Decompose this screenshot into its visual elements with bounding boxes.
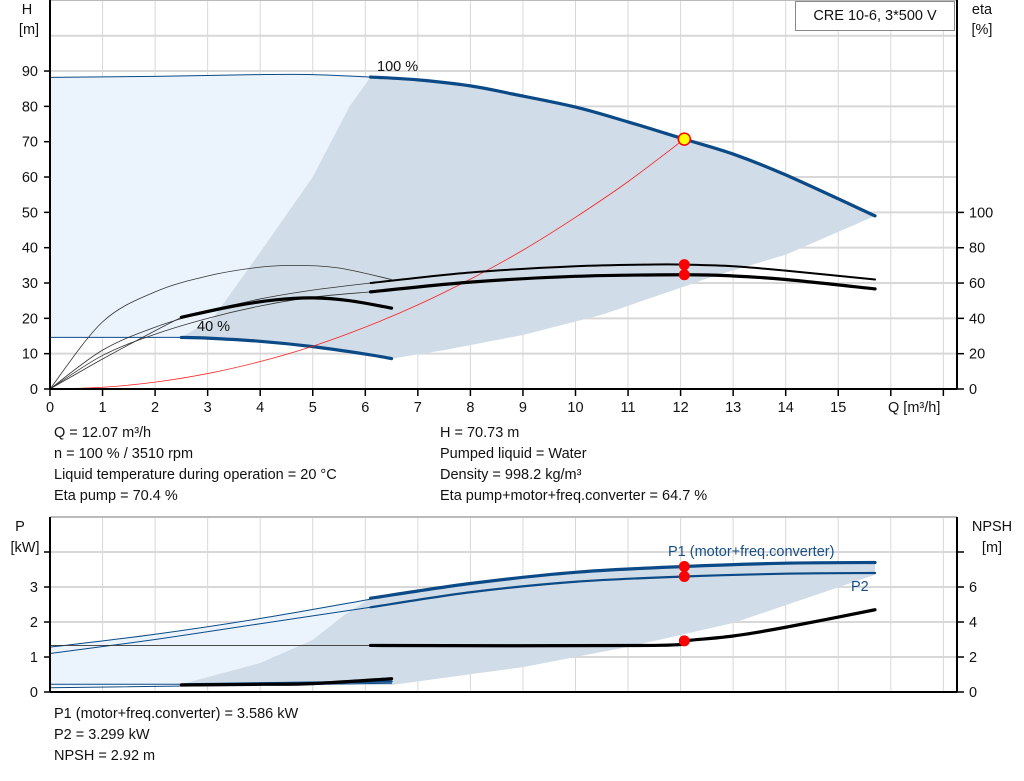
bottom-plot-axes: 0 1 2 3 0 2 4 6 [30, 517, 977, 701]
x-tick-label: 2 [151, 400, 159, 416]
curve-eta [49, 316, 182, 390]
bottom-info: P1 (motor+freq.converter) = 3.586 kW P2 … [54, 704, 298, 767]
x-tick-label: 10 [567, 400, 583, 416]
curve-npsh [179, 677, 394, 687]
info-density: Density = 998.2 kg/m³ [440, 467, 582, 483]
x-tick-label: 15 [830, 400, 846, 416]
p-tick-label: 3 [30, 580, 38, 596]
eta-tick-label: 40 [969, 311, 985, 327]
operating-region-dark [181, 77, 876, 359]
info-head: H = 70.73 m [440, 425, 520, 441]
h-tick-label: 80 [22, 99, 38, 115]
npsh-tick-label: 6 [969, 580, 977, 596]
eta-axis-unit: [%] [972, 22, 993, 38]
top-info-left: Q = 12.07 m³/h n = 100 % / 3510 rpm Liqu… [54, 423, 337, 507]
operating-region-dark [181, 562, 876, 685]
info-p1: P1 (motor+freq.converter) = 3.586 kW [54, 706, 299, 722]
p-tick-label: 2 [30, 615, 38, 631]
x-tick-label: 12 [673, 400, 689, 416]
h-tick-label: 70 [22, 135, 38, 151]
info-eta-pump: Eta pump = 70.4 % [54, 488, 178, 504]
curve-p [49, 606, 372, 654]
p-tick-label: 0 [30, 685, 38, 701]
curve-h [49, 138, 685, 390]
curve-h-40- [179, 335, 394, 361]
info-p2: P2 = 3.299 kW [54, 727, 150, 743]
curve-p [49, 598, 372, 648]
marker-p [678, 571, 690, 583]
p-tick-label: 1 [30, 650, 38, 666]
curve-h-100- [368, 75, 877, 218]
npsh-axis-unit: [m] [982, 540, 1002, 556]
h-tick-label: 60 [22, 170, 38, 186]
h-tick-label: 10 [22, 347, 38, 363]
eta-tick-label: 20 [969, 347, 985, 363]
series-label-100: 100 % [377, 59, 418, 75]
x-tick-label: 7 [414, 400, 422, 416]
x-tick-label: 14 [778, 400, 794, 416]
info-speed: n = 100 % / 3510 rpm [54, 446, 194, 462]
curve-eta [368, 273, 877, 294]
h-tick-label: 50 [22, 205, 38, 221]
h-axis-unit: [m] [19, 22, 39, 38]
curve-p-p2 [369, 571, 877, 609]
series-label-p2: P2 [851, 579, 869, 595]
pump-model-title: CRE 10-6, 3*500 V [795, 1, 955, 31]
bottom-plot-regions [50, 562, 876, 687]
info-npsh: NPSH = 2.92 m [54, 748, 156, 764]
curve-p-p1-motor-freq-converter- [368, 560, 877, 600]
marker-eta [678, 269, 690, 281]
info-temperature: Liquid temperature during operation = 20… [54, 467, 337, 483]
p-axis-label: P [15, 519, 25, 535]
x-tick-label: 5 [309, 400, 317, 416]
eta-tick-label: 0 [969, 382, 977, 398]
npsh-tick-label: 4 [969, 615, 977, 631]
info-liquid: Pumped liquid = Water [440, 446, 587, 462]
x-tick-label: 8 [466, 400, 474, 416]
eta-tick-label: 60 [969, 276, 985, 292]
series-label-40: 40 % [197, 319, 230, 335]
info-flow: Q = 12.07 m³/h [54, 425, 152, 441]
x-tick-label: 6 [361, 400, 369, 416]
marker-npsh [678, 635, 690, 647]
curve-eta [49, 264, 392, 390]
eta-tick-label: 100 [969, 205, 993, 221]
top-plot-axes: 0 1 2 3 4 5 6 7 8 9 10 11 12 13 14 15010203040506070809… [22, 0, 993, 416]
marker-eta [678, 259, 690, 271]
info-eta-total: Eta pump+motor+freq.converter = 64.7 % [440, 488, 708, 504]
h-tick-label: 90 [22, 64, 38, 80]
h-tick-label: 40 [22, 241, 38, 257]
p-axis-unit: [kW] [11, 540, 40, 556]
eta-tick-label: 80 [969, 241, 985, 257]
q-axis-label: Q [m³/h] [888, 400, 940, 416]
operating-point [677, 132, 692, 146]
x-tick-label: 9 [519, 400, 527, 416]
h-tick-label: 30 [22, 276, 38, 292]
h-axis-label: H [22, 2, 32, 18]
npsh-tick-label: 2 [969, 650, 977, 666]
x-tick-label: 0 [46, 400, 54, 416]
npsh-tick-label: 0 [969, 685, 977, 701]
x-tick-label: 3 [204, 400, 212, 416]
bottom-plot-curves [49, 560, 877, 689]
h-tick-label: 20 [22, 311, 38, 327]
operating-region-light [50, 74, 371, 338]
x-tick-label: 11 [621, 400, 636, 416]
series-label-p1: P1 (motor+freq.converter) [668, 544, 834, 560]
curve-eta [369, 263, 877, 285]
top-info-right: H = 70.73 m Pumped liquid = Water Densit… [440, 423, 707, 507]
x-tick-label: 4 [256, 400, 264, 416]
operating-region-light [50, 598, 371, 687]
top-plot-curves [49, 73, 877, 390]
x-tick-label: 13 [725, 400, 741, 416]
npsh-axis-label: NPSH [972, 519, 1012, 535]
curve-h [49, 73, 372, 78]
curve-eta [179, 296, 394, 319]
top-plot-regions [50, 74, 876, 359]
h-tick-label: 0 [30, 382, 38, 398]
eta-axis-label: eta [972, 2, 993, 18]
x-tick-label: 1 [99, 400, 107, 416]
marker-p [678, 560, 690, 572]
